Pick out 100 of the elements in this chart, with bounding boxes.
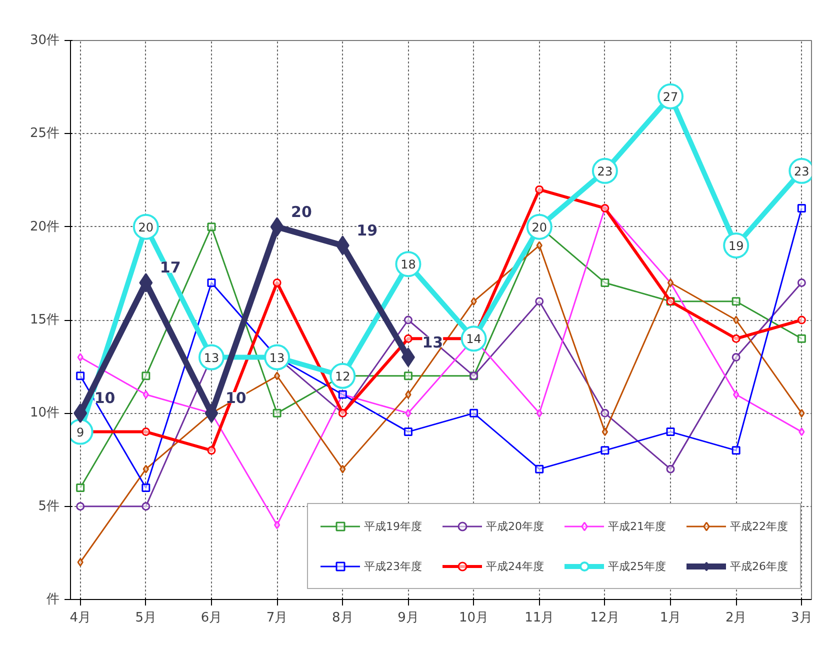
point: [274, 520, 280, 530]
legend-label: 平成20年度: [486, 518, 544, 534]
x-tick-label: 5月: [135, 610, 157, 626]
data-label: 13: [422, 333, 444, 352]
point: [536, 241, 542, 250]
point: [142, 483, 150, 492]
x-tick-label: 7月: [266, 610, 288, 626]
point: [798, 428, 805, 436]
legend-label: 平成19年度: [364, 518, 422, 534]
point: [600, 278, 610, 287]
data-label: 23: [597, 164, 613, 178]
point: [535, 297, 544, 306]
point: [666, 464, 675, 474]
point: [733, 390, 740, 399]
data-label: 17: [160, 258, 181, 277]
x-tick-label: 8月: [332, 610, 354, 626]
data-label: 20: [532, 220, 548, 234]
y-tick-label: 5件: [38, 498, 60, 514]
y-tick-label: 25件: [30, 126, 60, 142]
y-tick-label: 件: [46, 592, 60, 607]
point: [797, 278, 806, 287]
point: [470, 408, 478, 418]
data-label: 10: [94, 389, 116, 408]
point: [536, 408, 542, 418]
point: [204, 403, 218, 423]
x-tick-label: 3月: [791, 610, 812, 626]
data-label: 13: [269, 350, 285, 365]
y-tick-label: 20件: [30, 219, 60, 234]
data-label: 12: [335, 369, 350, 384]
point: [405, 408, 412, 418]
x-tick-label: 9月: [398, 610, 419, 626]
data-label: 9: [76, 425, 84, 440]
point: [797, 316, 806, 324]
legend-label: 平成23年度: [364, 558, 422, 574]
point: [405, 390, 412, 399]
point: [142, 372, 150, 380]
x-tick-label: 6月: [200, 610, 222, 626]
data-label: 20: [291, 202, 312, 221]
legend-label: 平成21年度: [608, 518, 666, 534]
point: [77, 558, 84, 566]
point: [139, 272, 153, 292]
point: [404, 428, 412, 436]
data-label: 27: [662, 90, 678, 104]
point: [76, 502, 85, 511]
y-tick-label: 30件: [30, 33, 60, 48]
point: [732, 446, 740, 455]
data-label: 18: [400, 258, 416, 272]
x-tick-label: 2月: [725, 610, 747, 626]
point: [798, 408, 805, 418]
legend-label: 平成26年度: [730, 558, 788, 574]
y-tick-label: 15件: [30, 312, 60, 328]
point: [142, 428, 150, 436]
point: [535, 464, 544, 474]
point: [207, 446, 216, 455]
point: [274, 372, 280, 380]
point: [470, 297, 477, 306]
point: [270, 217, 284, 237]
point: [404, 316, 412, 324]
data-label: 10: [225, 389, 246, 408]
point: [336, 236, 350, 256]
legend-label: 平成22年度: [730, 518, 788, 534]
point: [77, 353, 84, 362]
point: [600, 408, 610, 418]
point: [535, 185, 544, 194]
legend-label: 平成25年度: [608, 558, 666, 574]
data-label: 20: [138, 220, 154, 234]
point: [207, 222, 216, 232]
point: [401, 348, 415, 368]
point: [797, 204, 806, 212]
x-tick-label: 12月: [590, 610, 620, 626]
legend-label: 平成24年度: [486, 558, 544, 574]
point: [404, 334, 412, 343]
point: [602, 428, 608, 436]
point: [797, 334, 806, 343]
point: [207, 278, 216, 287]
point: [732, 353, 740, 362]
data-label: 14: [466, 332, 482, 346]
point: [272, 408, 282, 418]
point: [404, 372, 412, 380]
data-label: 13: [204, 350, 220, 365]
point: [600, 446, 610, 455]
point: [732, 297, 740, 306]
point: [76, 372, 85, 380]
point: [74, 403, 88, 423]
point: [76, 483, 85, 492]
y-tick-label: 10件: [30, 406, 60, 421]
x-tick-label: 11月: [524, 610, 554, 626]
x-tick-label: 1月: [660, 610, 682, 626]
x-tick-label: 4月: [70, 610, 91, 626]
data-label: 19: [728, 238, 744, 253]
point: [340, 464, 346, 474]
point: [142, 390, 149, 399]
point: [142, 464, 149, 474]
point: [733, 316, 740, 324]
data-label: 23: [794, 164, 810, 178]
data-label: 19: [356, 221, 378, 240]
point: [666, 428, 675, 436]
point: [272, 278, 282, 287]
point: [142, 502, 150, 511]
x-tick-label: 10月: [459, 610, 489, 626]
